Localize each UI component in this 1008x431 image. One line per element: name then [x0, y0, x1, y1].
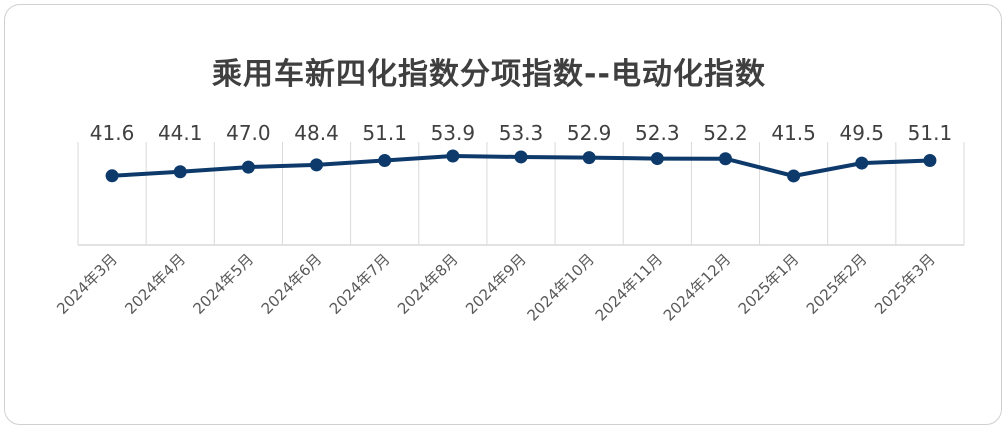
data-label: 52.2 [703, 121, 748, 145]
chart-title: 乘用车新四化指数分项指数--电动化指数 [212, 57, 766, 92]
data-label: 48.4 [294, 121, 339, 145]
chart-card: 乘用车新四化指数分项指数--电动化指数 [4, 4, 1002, 425]
data-point [173, 165, 187, 179]
data-labels: 41.6 44.1 47.0 48.4 51.1 53.9 53.3 52.9 52.3 52.2… [90, 121, 952, 145]
x-tick-label: 2024年11月 [592, 250, 666, 324]
data-label: 41.5 [771, 121, 816, 145]
x-tick-label: 2024年12月 [660, 250, 734, 324]
data-label: 51.1 [908, 121, 953, 145]
data-point [514, 150, 528, 164]
data-label: 53.9 [431, 121, 476, 145]
data-point [923, 154, 937, 168]
data-point [241, 160, 255, 174]
data-label: 51.1 [362, 121, 407, 145]
x-tick-labels: 2024年3月 2024年4月 2024年5月 2024年6月 2024年7月 2024年… [53, 250, 939, 324]
data-label: 52.9 [567, 121, 612, 145]
data-point [105, 169, 119, 183]
x-tick-label: 2024年8月 [394, 250, 462, 318]
data-point [787, 169, 801, 183]
x-tick-label: 2024年3月 [53, 250, 121, 318]
data-point [650, 152, 664, 166]
data-point [310, 158, 324, 172]
x-tick-label: 2025年3月 [871, 250, 939, 318]
data-label: 52.3 [635, 121, 680, 145]
data-label: 44.1 [158, 121, 203, 145]
x-tick-label: 2024年6月 [258, 250, 326, 318]
x-tick-label: 2025年2月 [803, 250, 871, 318]
x-tick-label: 2024年5月 [190, 250, 258, 318]
x-tick-label: 2024年4月 [121, 250, 189, 318]
data-markers [105, 149, 937, 183]
data-label: 53.3 [499, 121, 544, 145]
data-point [378, 154, 392, 168]
x-tick-label: 2024年7月 [326, 250, 394, 318]
data-point [582, 151, 596, 165]
data-point [855, 156, 869, 170]
data-label: 49.5 [840, 121, 885, 145]
x-tick-label: 2024年9月 [462, 250, 530, 318]
data-label: 47.0 [226, 121, 271, 145]
x-tick-label: 2024年10月 [524, 250, 598, 324]
x-tick-label: 2025年1月 [735, 250, 803, 318]
data-point [718, 152, 732, 166]
data-point [446, 149, 460, 163]
data-label: 41.6 [90, 121, 135, 145]
